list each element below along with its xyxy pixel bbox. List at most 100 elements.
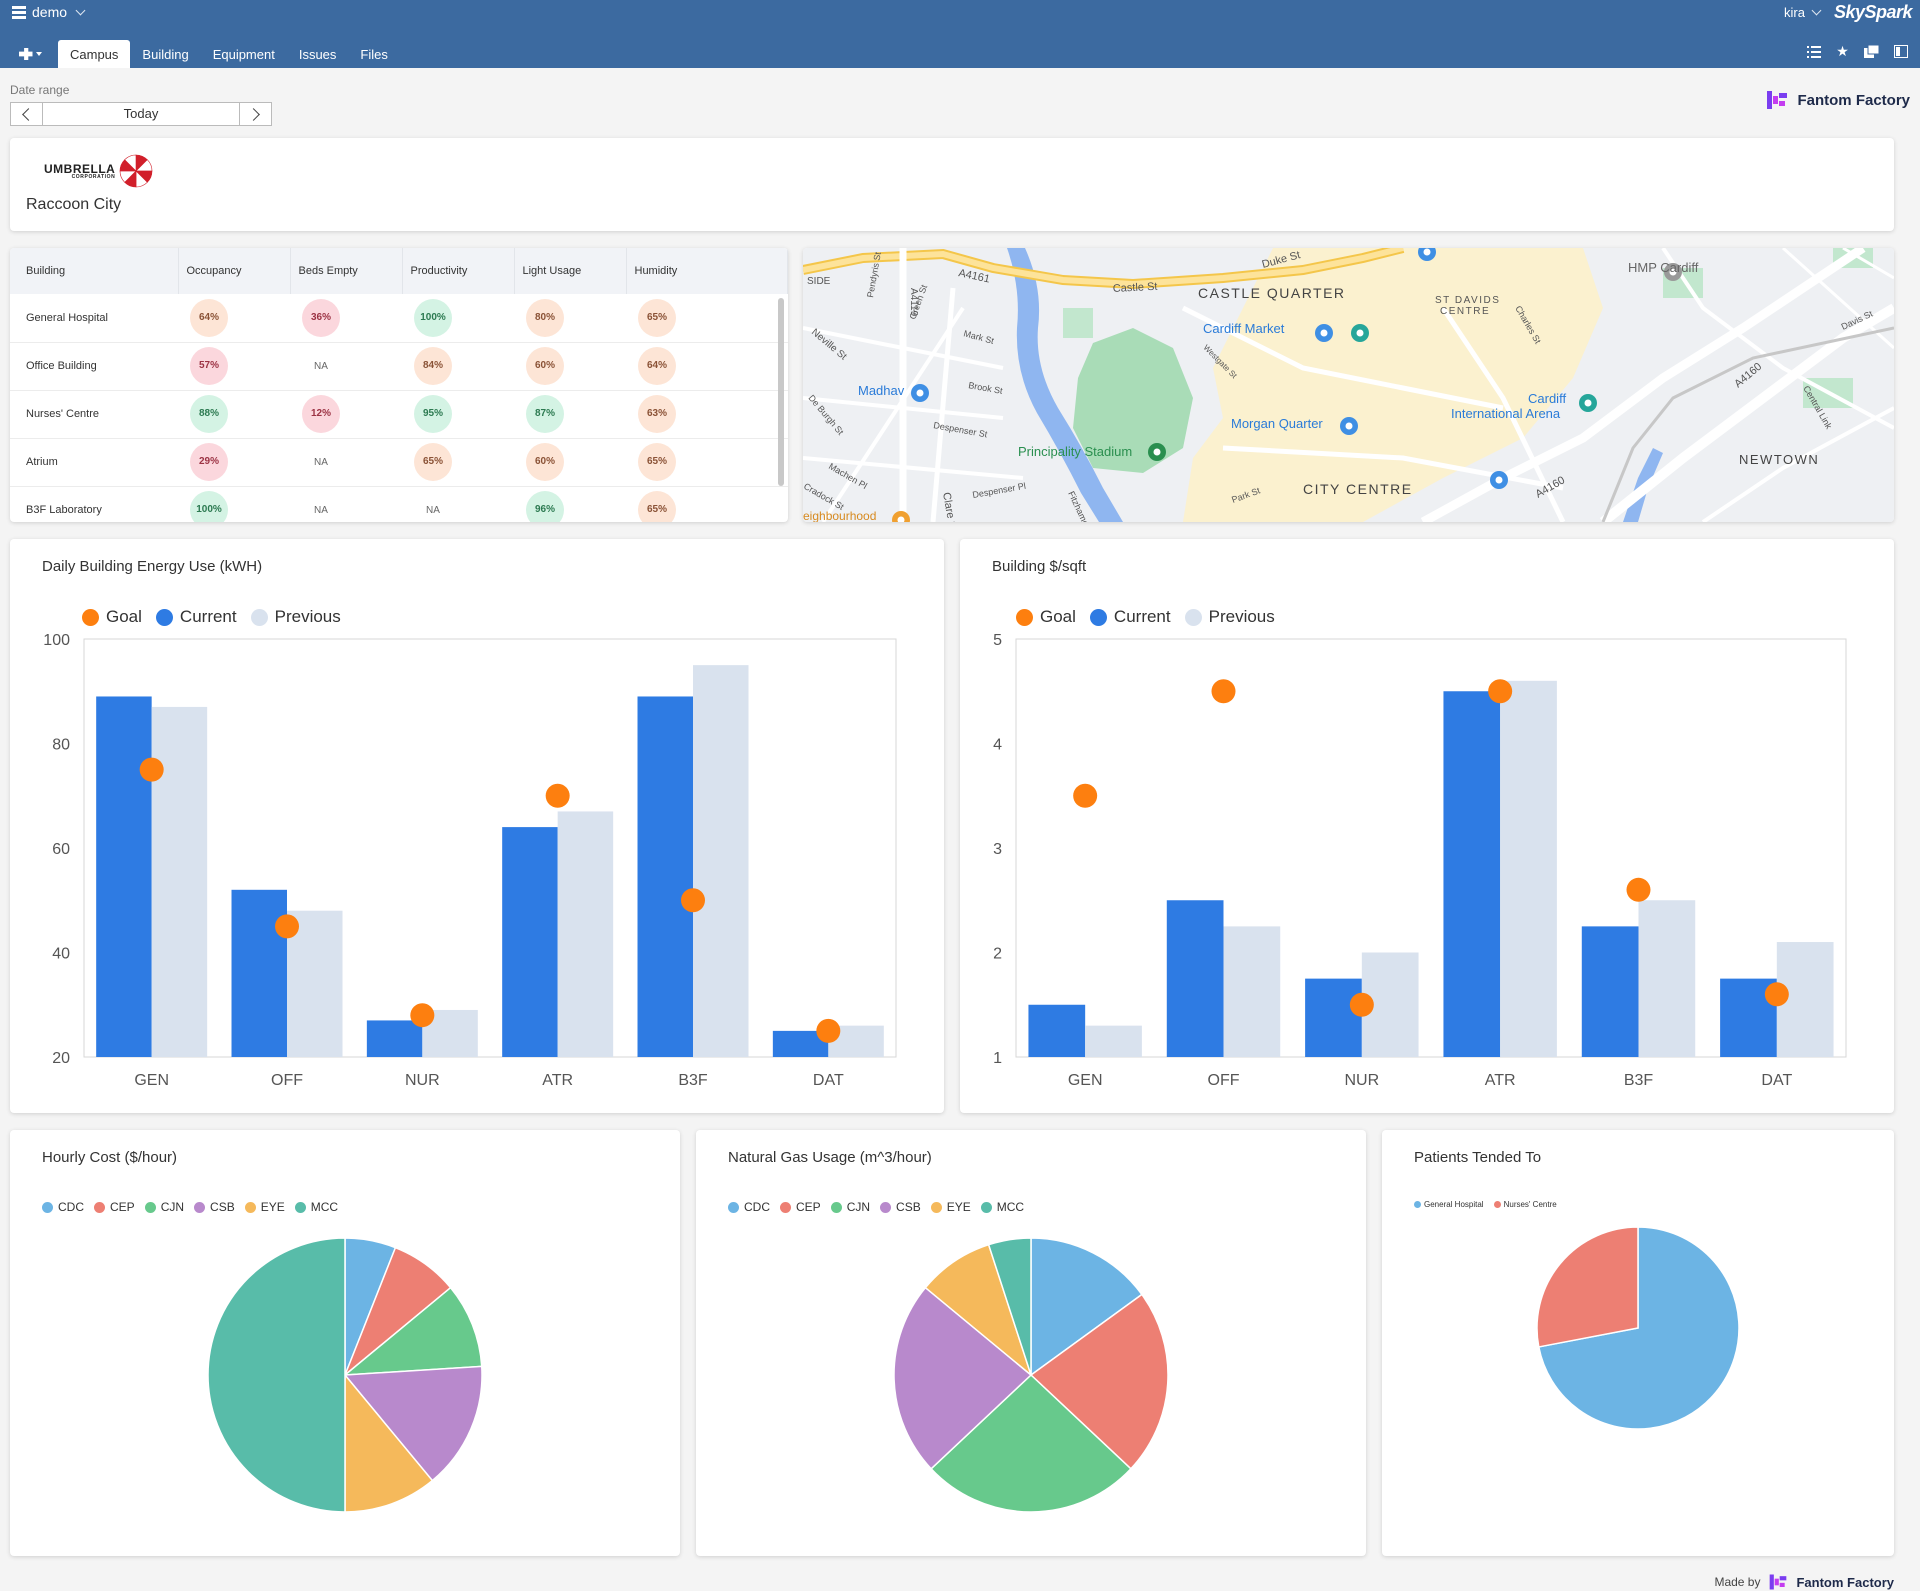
pie-legend-item[interactable]: MCC (294, 1200, 338, 1214)
pie-slice[interactable] (1537, 1226, 1740, 1430)
col-occupancy[interactable]: Occupancy (178, 248, 291, 294)
app-menu-icon[interactable] (10, 40, 50, 68)
current-bar[interactable] (1443, 691, 1501, 1057)
previous-bar[interactable] (1638, 900, 1696, 1057)
col-productivity[interactable]: Productivity (402, 248, 515, 294)
pie-legend-item[interactable]: CSB (880, 1200, 921, 1214)
tab-building[interactable]: Building (142, 46, 189, 62)
legend-goal[interactable]: Goal (1016, 607, 1076, 627)
date-prev-button[interactable] (11, 103, 43, 125)
map-pin-icon[interactable] (1490, 471, 1508, 489)
current-bar[interactable] (1166, 900, 1224, 1057)
campus-map[interactable]: Castle St Duke St A4161 A4119 CASTLE QUARTER… (803, 248, 1894, 522)
col-beds-empty[interactable]: Beds Empty (290, 248, 403, 294)
map-pin-icon[interactable] (1579, 394, 1597, 412)
current-bar[interactable] (1581, 926, 1639, 1057)
goal-point[interactable] (275, 914, 299, 939)
tab-issues[interactable]: Issues (298, 46, 337, 62)
map-pin-icon[interactable] (1664, 263, 1682, 281)
map-pin-icon[interactable] (1315, 324, 1333, 342)
tab-files[interactable]: Files (360, 46, 388, 62)
date-next-button[interactable] (239, 103, 271, 125)
star-icon[interactable]: ★ (1836, 43, 1849, 59)
table-scrollbar[interactable] (778, 298, 784, 486)
current-bar[interactable] (1305, 978, 1362, 1057)
pie-legend-item[interactable]: EYE (244, 1200, 285, 1214)
previous-bar[interactable] (287, 910, 343, 1057)
pie-legend-item[interactable]: CJN (144, 1200, 184, 1214)
col-building[interactable]: Building (10, 248, 179, 294)
building-name[interactable]: B3F Laboratory (10, 486, 178, 522)
previous-bar[interactable] (1223, 926, 1281, 1057)
pie-legend-item[interactable]: CEP (94, 1200, 135, 1214)
previous-bar[interactable] (151, 706, 208, 1057)
building-name[interactable]: Office Building (10, 342, 178, 391)
current-bar[interactable] (637, 696, 693, 1057)
building-name[interactable]: Atrium (10, 438, 178, 487)
pie-slice[interactable] (930, 1373, 1132, 1513)
table-row[interactable]: General Hospital 64% 36% 100% 80% 65% (10, 294, 788, 343)
pie-legend-item[interactable]: CJN (830, 1200, 870, 1214)
map-pin-icon[interactable] (911, 384, 929, 402)
table-row[interactable]: Office Building 57% NA 84% 60% 64% (10, 342, 788, 391)
pie-legend-item[interactable]: General Hospital (1414, 1200, 1484, 1209)
pie-slice[interactable] (344, 1372, 434, 1513)
previous-bar[interactable] (1085, 1025, 1142, 1057)
legend-previous[interactable]: Previous (250, 607, 341, 627)
goal-point[interactable] (410, 1003, 435, 1028)
goal-point[interactable] (816, 1018, 841, 1043)
map-pin-icon[interactable] (892, 511, 910, 522)
goal-point[interactable] (1073, 783, 1098, 808)
goal-point[interactable] (681, 888, 705, 913)
current-bar[interactable] (96, 696, 152, 1057)
legend-current[interactable]: Current (1089, 607, 1171, 627)
current-bar[interactable] (231, 889, 287, 1057)
goal-point[interactable] (1488, 679, 1513, 704)
sidebar-icon[interactable] (1893, 44, 1908, 59)
pie-slice[interactable] (1029, 1293, 1169, 1470)
legend-current[interactable]: Current (155, 607, 237, 627)
building-name[interactable]: General Hospital (10, 294, 178, 343)
previous-bar[interactable] (693, 665, 749, 1057)
map-pin-icon[interactable] (1340, 417, 1358, 435)
previous-bar[interactable] (1500, 680, 1557, 1057)
table-row[interactable]: B3F Laboratory 100% NA NA 96% 65% (10, 486, 788, 522)
pie-legend-item[interactable]: CSB (194, 1200, 235, 1214)
legend-goal[interactable]: Goal (82, 607, 142, 627)
current-bar[interactable] (502, 827, 558, 1057)
pie-slice[interactable] (1536, 1226, 1639, 1348)
pie-legend-item[interactable]: CDC (728, 1200, 770, 1214)
current-bar[interactable] (1028, 1004, 1086, 1057)
map-pin-icon[interactable] (1351, 324, 1369, 342)
pie-slice[interactable] (893, 1286, 1033, 1470)
table-row[interactable]: Atrium 29% NA 65% 60% 65% (10, 438, 788, 487)
pie-slice[interactable] (207, 1237, 346, 1513)
date-range-value[interactable]: Today (123, 106, 159, 121)
pie-legend-item[interactable]: CEP (780, 1200, 821, 1214)
map-pin-icon[interactable] (1418, 248, 1436, 261)
pie-slice[interactable] (342, 1286, 483, 1376)
goal-point[interactable] (1764, 982, 1789, 1007)
windows-icon[interactable] (1864, 44, 1879, 59)
goal-point[interactable] (1349, 992, 1374, 1017)
table-row[interactable]: Nurses' Centre 88% 12% 95% 87% 63% (10, 390, 788, 439)
current-bar[interactable] (366, 1020, 423, 1057)
pie-legend-item[interactable]: EYE (930, 1200, 971, 1214)
map-pin-icon[interactable] (1148, 443, 1166, 461)
pie-legend-item[interactable]: Nurses' Centre (1493, 1200, 1557, 1209)
project-selector[interactable]: demo (12, 4, 86, 20)
user-menu[interactable]: kira (1784, 5, 1822, 20)
pie-slice[interactable] (343, 1365, 483, 1482)
tab-campus[interactable]: Campus (58, 40, 131, 68)
goal-point[interactable] (1626, 877, 1651, 902)
pie-legend-item[interactable]: MCC (980, 1200, 1024, 1214)
goal-point[interactable] (545, 783, 570, 808)
tab-equipment[interactable]: Equipment (212, 46, 275, 62)
building-name[interactable]: Nurses' Centre (10, 390, 178, 439)
goal-point[interactable] (1211, 679, 1236, 704)
previous-bar[interactable] (557, 811, 614, 1057)
pie-legend-item[interactable]: CDC (42, 1200, 84, 1214)
goal-point[interactable] (139, 757, 164, 782)
list-icon[interactable] (1806, 44, 1821, 59)
col-humidity[interactable]: Humidity (626, 248, 788, 294)
